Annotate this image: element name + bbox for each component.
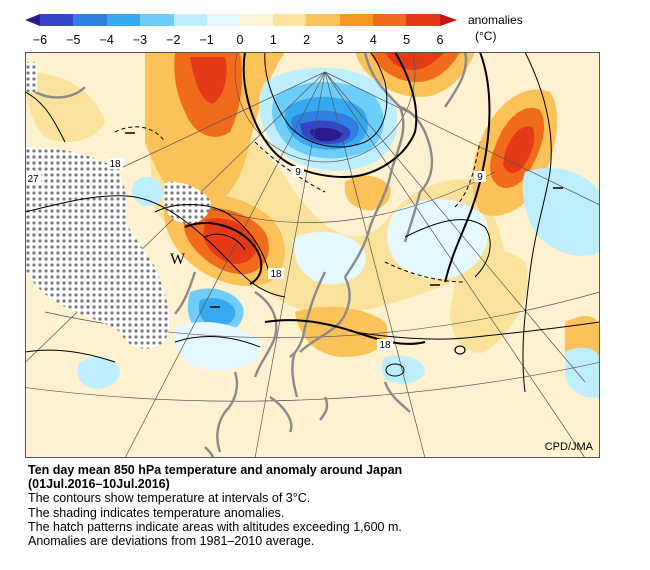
caption-line: The shading indicates temperature anomal… (28, 505, 285, 520)
colorbar-tick-label: 2 (303, 33, 310, 47)
colorbar-segment (373, 14, 406, 26)
cold-anomaly-area (565, 347, 600, 398)
warm-anomaly-area (450, 251, 528, 353)
anomaly-colorbar: anomalies (°C) −6 −5 −4 −3 −2 −1 0 1 2 3 4 5 6 (25, 13, 523, 47)
contour-label: 9 (474, 171, 486, 183)
map-credit: CPD/JMA (545, 441, 594, 453)
caption-title: Ten day mean 850 hPa temperature and ano… (28, 463, 403, 477)
colorbar-segment (174, 14, 207, 26)
colorbar-tick-label: −4 (100, 33, 114, 47)
colorbar-left-arrow (25, 14, 40, 26)
map-border (25, 52, 600, 458)
colorbar-tick-label: 4 (370, 33, 377, 47)
colorbar-tick-label: −1 (199, 33, 213, 47)
contour-label: 18 (107, 158, 123, 170)
svg-text:18: 18 (109, 159, 121, 170)
caption-line: Anomalies are deviations from 1981–2010 … (28, 534, 315, 549)
high-altitude-hatch (25, 62, 211, 349)
colorbar-tick-label: 6 (437, 33, 444, 47)
map-caption: Ten day mean 850 hPa temperature and ano… (28, 463, 628, 548)
cold-anomaly-area (198, 298, 236, 327)
warm-anomaly-area (503, 126, 535, 173)
warm-anomaly-area (25, 72, 105, 142)
svg-text:18: 18 (270, 269, 282, 280)
warm-anomaly-area (190, 57, 227, 104)
colorbar-segment (273, 14, 306, 26)
contour-label: 18 (377, 339, 393, 351)
colorbar-segment (406, 14, 440, 26)
cold-anomaly-area (77, 356, 120, 389)
caption-line: The contours show temperature at interva… (28, 491, 311, 506)
cold-anomaly-area (381, 355, 425, 384)
colorbar-title: anomalies (468, 13, 523, 27)
warm-anomaly-area (295, 306, 388, 357)
colorbar-segment (107, 14, 140, 26)
cold-anomaly-area (132, 176, 163, 207)
svg-text:18: 18 (379, 340, 391, 351)
colorbar-unit: (°C) (475, 29, 496, 43)
colorbar-tick-label: −3 (133, 33, 147, 47)
colorbar-tick-labels: −6 −5 −4 −3 −2 −1 0 1 2 3 4 5 6 (33, 33, 444, 47)
svg-text:9: 9 (477, 172, 483, 183)
colorbar-tick-label: −2 (166, 33, 180, 47)
warm-marker-w: W (170, 251, 186, 268)
svg-text:9: 9 (295, 167, 301, 178)
colorbar-segment (306, 14, 340, 26)
colorbar-segments (25, 14, 457, 26)
colorbar-segment (40, 14, 73, 26)
warm-anomaly-area (385, 52, 445, 70)
colorbar-tick-label: 1 (270, 33, 277, 47)
cold-anomaly-area (310, 127, 343, 142)
contour-label: 18 (268, 268, 284, 280)
cold-anomaly-area (174, 322, 261, 371)
temperature-contours (25, 52, 600, 393)
colorbar-segment (140, 14, 174, 26)
colorbar-segment (340, 14, 373, 26)
colorbar-tick-label: 3 (337, 33, 344, 47)
cold-markers (125, 132, 563, 308)
caption-line: The hatch patterns indicate areas with a… (28, 519, 402, 534)
contour-label: 9 (292, 166, 304, 178)
colorbar-segment (240, 14, 273, 26)
temperature-anomaly-map: 18 27 9 9 18 18 W CPD/JMA (25, 52, 600, 458)
coastlines (34, 52, 468, 458)
colorbar-segment (207, 14, 240, 26)
cold-anomaly-area (522, 168, 600, 256)
colorbar-tick-label: −6 (33, 33, 47, 47)
colorbar-right-arrow (440, 14, 457, 26)
colorbar-tick-label: −5 (66, 33, 80, 47)
colorbar-tick-label: 0 (237, 33, 244, 47)
colorbar-segment (73, 14, 107, 26)
contour-label: 27 (25, 173, 41, 185)
caption-period: (01Jul.2016–10Jul.2016) (28, 477, 170, 492)
svg-text:27: 27 (27, 174, 39, 185)
contour-labels: 18 27 9 9 18 18 (25, 158, 486, 351)
warm-anomaly-area (344, 175, 391, 211)
colorbar-tick-label: 5 (403, 33, 410, 47)
